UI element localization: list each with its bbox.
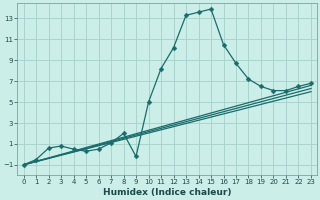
X-axis label: Humidex (Indice chaleur): Humidex (Indice chaleur) — [103, 188, 232, 197]
